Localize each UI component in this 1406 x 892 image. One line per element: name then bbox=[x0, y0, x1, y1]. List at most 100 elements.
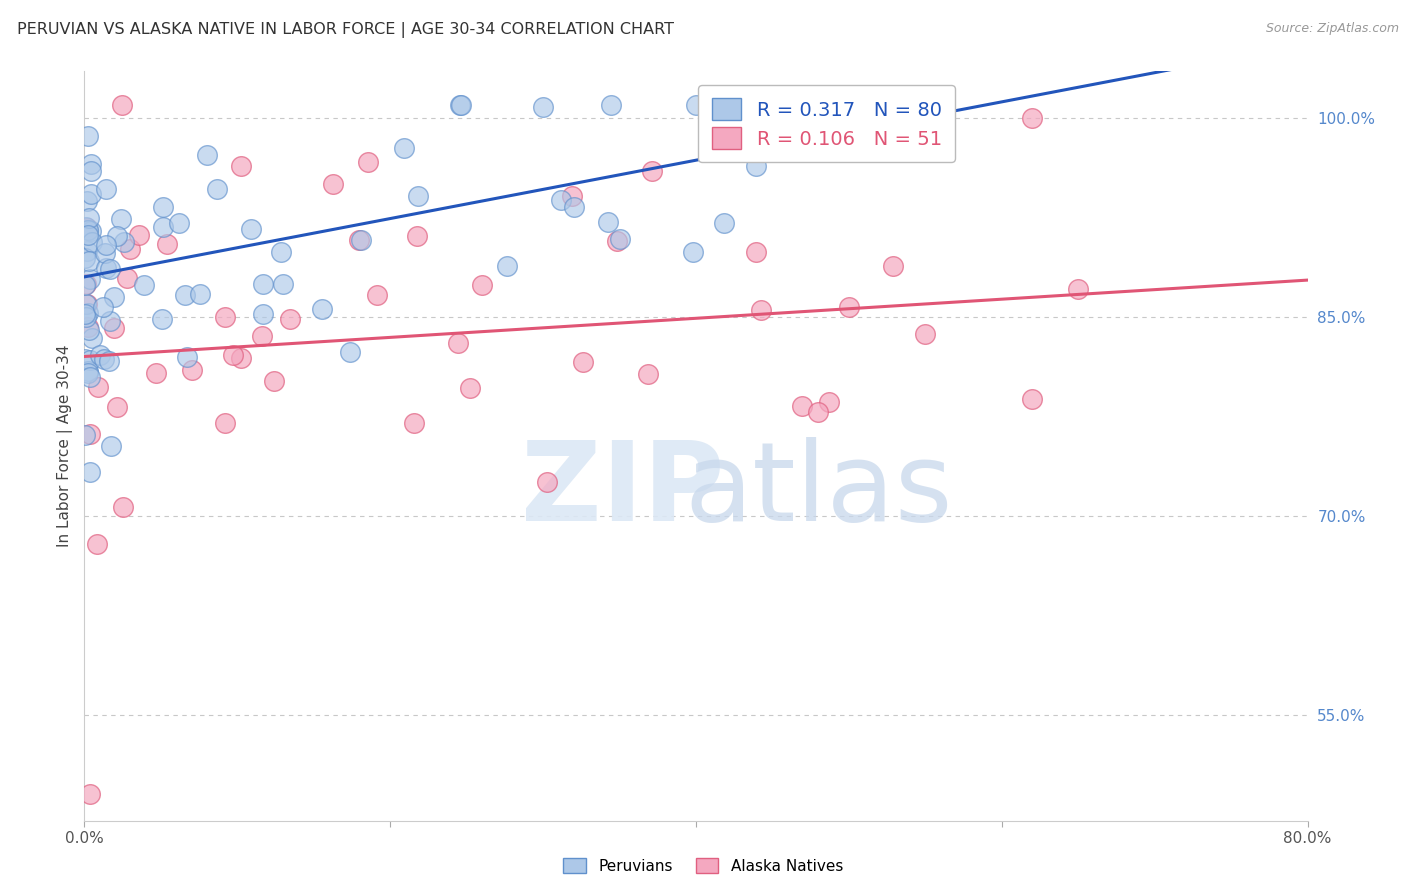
Point bbox=[96, 261, 118, 276]
Point bbox=[73, 352, 96, 367]
Point bbox=[339, 345, 361, 359]
Point bbox=[112, 500, 135, 515]
Point bbox=[311, 302, 333, 317]
Point bbox=[818, 395, 841, 409]
Point bbox=[882, 259, 904, 273]
Point bbox=[94, 181, 117, 195]
Point bbox=[231, 159, 253, 173]
Point bbox=[77, 306, 100, 320]
Point bbox=[73, 252, 96, 266]
Point bbox=[790, 399, 813, 413]
Point bbox=[105, 228, 128, 243]
Point bbox=[450, 97, 472, 112]
Point bbox=[73, 428, 96, 442]
Point bbox=[79, 211, 101, 225]
Text: atlas: atlas bbox=[685, 437, 952, 544]
Point bbox=[271, 277, 294, 291]
Legend: R = 0.317   N = 80, R = 0.106   N = 51: R = 0.317 N = 80, R = 0.106 N = 51 bbox=[699, 85, 955, 162]
Point bbox=[76, 194, 98, 208]
Point bbox=[270, 245, 292, 260]
Point bbox=[214, 310, 236, 325]
Point bbox=[357, 155, 380, 169]
Text: Source: ZipAtlas.com: Source: ZipAtlas.com bbox=[1265, 22, 1399, 36]
Point bbox=[79, 466, 101, 480]
Point bbox=[229, 351, 252, 366]
Point bbox=[609, 231, 631, 245]
Point bbox=[174, 288, 197, 302]
Point bbox=[77, 323, 100, 337]
Point bbox=[94, 245, 117, 260]
Point bbox=[1067, 281, 1090, 295]
Point bbox=[111, 97, 134, 112]
Point bbox=[495, 260, 517, 274]
Point bbox=[807, 405, 830, 419]
Point bbox=[180, 363, 202, 377]
Point bbox=[914, 326, 936, 341]
Point bbox=[91, 301, 114, 315]
Point bbox=[152, 200, 174, 214]
Point bbox=[744, 244, 766, 259]
Point bbox=[80, 187, 103, 202]
Point bbox=[76, 223, 98, 237]
Point bbox=[536, 475, 558, 490]
Text: PERUVIAN VS ALASKA NATIVE IN LABOR FORCE | AGE 30-34 CORRELATION CHART: PERUVIAN VS ALASKA NATIVE IN LABOR FORCE… bbox=[17, 22, 673, 38]
Point bbox=[156, 237, 179, 252]
Point bbox=[98, 314, 121, 328]
Point bbox=[79, 787, 101, 801]
Point bbox=[713, 216, 735, 230]
Point bbox=[402, 416, 425, 430]
Point bbox=[96, 238, 118, 252]
Point bbox=[77, 254, 100, 268]
Point bbox=[105, 401, 128, 415]
Point bbox=[263, 374, 285, 388]
Point bbox=[685, 97, 707, 112]
Point bbox=[76, 297, 98, 311]
Point bbox=[252, 277, 274, 292]
Point bbox=[195, 147, 218, 161]
Point bbox=[749, 303, 772, 318]
Point bbox=[79, 157, 101, 171]
Point bbox=[347, 233, 370, 247]
Point bbox=[744, 159, 766, 173]
Point bbox=[79, 272, 101, 286]
Point bbox=[80, 235, 103, 250]
Point bbox=[458, 381, 481, 395]
Point bbox=[214, 416, 236, 430]
Point bbox=[1021, 111, 1043, 125]
Point bbox=[394, 141, 416, 155]
Point bbox=[76, 320, 98, 334]
Point bbox=[128, 227, 150, 242]
Point bbox=[598, 214, 620, 228]
Point bbox=[637, 367, 659, 381]
Point bbox=[600, 97, 623, 112]
Point bbox=[322, 178, 344, 192]
Point bbox=[80, 164, 103, 178]
Point bbox=[132, 277, 155, 292]
Point bbox=[89, 348, 111, 362]
Point bbox=[76, 220, 98, 235]
Point bbox=[252, 307, 274, 321]
Legend: Peruvians, Alaska Natives: Peruvians, Alaska Natives bbox=[557, 852, 849, 880]
Point bbox=[406, 188, 429, 202]
Point bbox=[103, 321, 125, 335]
Point bbox=[447, 335, 470, 350]
Point bbox=[120, 242, 142, 256]
Point bbox=[73, 278, 96, 293]
Point bbox=[176, 350, 198, 364]
Point bbox=[150, 311, 173, 326]
Text: ZIP: ZIP bbox=[520, 437, 724, 544]
Point bbox=[75, 277, 97, 292]
Point bbox=[562, 200, 585, 214]
Point bbox=[76, 244, 98, 258]
Point bbox=[75, 220, 97, 235]
Point bbox=[76, 364, 98, 378]
Point bbox=[222, 348, 245, 362]
Point bbox=[188, 286, 211, 301]
Point bbox=[98, 262, 121, 277]
Point bbox=[682, 245, 704, 260]
Point bbox=[77, 129, 100, 144]
Point bbox=[471, 277, 494, 292]
Point bbox=[87, 380, 110, 394]
Point bbox=[561, 188, 583, 202]
Point bbox=[714, 126, 737, 140]
